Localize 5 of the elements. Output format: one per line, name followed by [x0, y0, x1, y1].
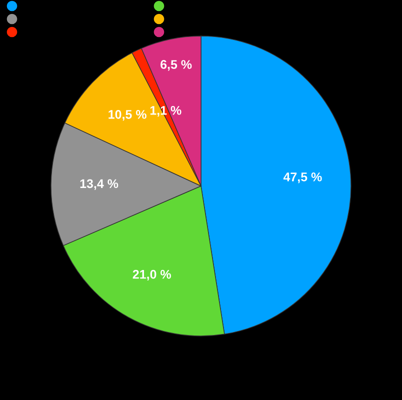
data-label: 13,4 % [80, 179, 118, 190]
data-label: 10,5 % [108, 110, 146, 121]
data-label: 6,5 % [160, 60, 192, 71]
data-label: 21,0 % [132, 270, 171, 281]
data-label: 47,5 % [283, 172, 322, 184]
